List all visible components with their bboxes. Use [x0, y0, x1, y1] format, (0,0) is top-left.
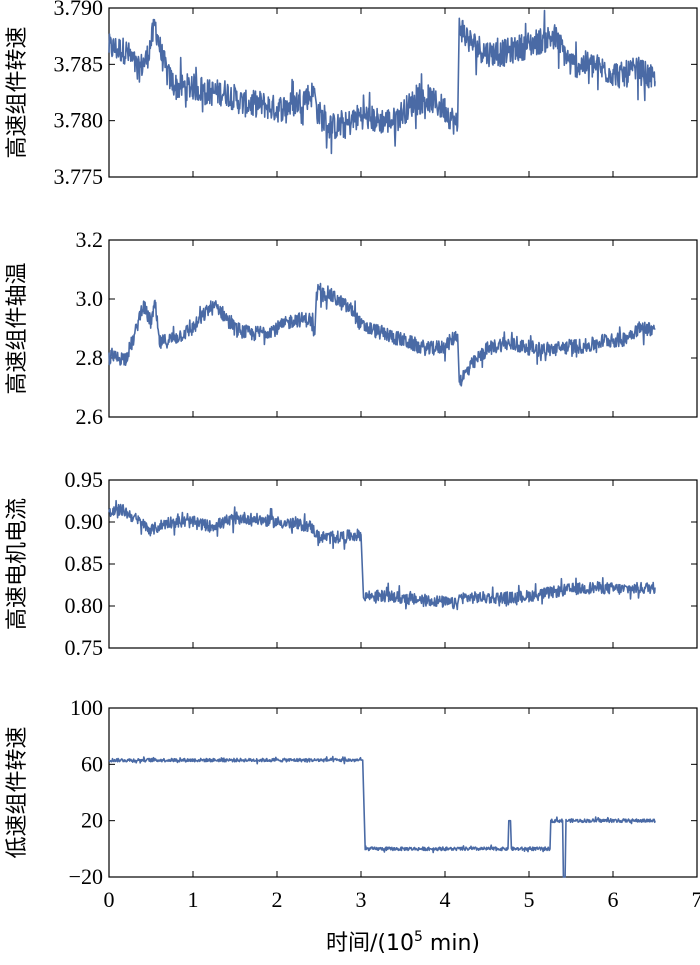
plot-frame	[109, 480, 697, 648]
y-tick-label: 3.780	[54, 108, 104, 133]
plot-frame	[109, 708, 697, 877]
x-axis-label-suffix: min)	[423, 931, 480, 956]
y-tick-label: 3.0	[76, 286, 104, 311]
x-tick-label: 2	[272, 887, 283, 912]
series-line-1	[109, 11, 655, 154]
y-axis-label: 高速组件转速	[5, 26, 30, 158]
y-tick-label: 0.85	[65, 551, 104, 576]
chart-panel-1: 3.790 3.785 3.780 3.775 高速组件转速	[5, 0, 697, 189]
x-axis-label-exponent: 5	[414, 929, 423, 945]
x-tick-label: 4	[440, 887, 451, 912]
series-line-4	[109, 757, 655, 877]
y-tick-label: 60	[81, 751, 103, 776]
chart-panel-2: 3.2 3.0 2.8 2.6 高速组件轴温	[5, 227, 697, 429]
y-tick-label: 0.75	[65, 635, 104, 660]
x-tick-label: 3	[356, 887, 367, 912]
y-axis-label: 低速组件转速	[5, 726, 30, 858]
series-line-2	[109, 284, 655, 386]
y-tick-label: 0.80	[65, 593, 104, 618]
y-tick-label: 100	[70, 695, 103, 720]
chart-panel-4: 100 60 20 −20 低速组件转速 0 1 2 3 4 5 6 7	[5, 695, 700, 912]
y-tick-label: −20	[69, 864, 103, 889]
chart-panel-3: 0.95 0.90 0.85 0.80 0.75 高速电机电流	[5, 467, 697, 660]
plot-frame	[109, 240, 697, 417]
x-tick-label: 6	[608, 887, 619, 912]
y-tick-label: 0.95	[65, 467, 104, 492]
x-tick-label: 5	[524, 887, 535, 912]
x-tick-label: 7	[692, 887, 700, 912]
y-axis-label: 高速电机电流	[5, 498, 30, 630]
y-tick-label: 2.8	[76, 345, 104, 370]
x-axis-label: 时间/(105 min)	[326, 929, 480, 956]
y-tick-label: 0.90	[65, 509, 104, 534]
x-axis-label-prefix: 时间/(10	[326, 931, 414, 956]
series-line-3	[109, 501, 655, 610]
y-tick-label: 20	[81, 808, 103, 833]
y-tick-label: 3.785	[54, 51, 104, 76]
x-tick-label: 0	[104, 887, 115, 912]
x-tick-label: 1	[188, 887, 199, 912]
y-tick-label: 3.790	[54, 0, 104, 20]
y-tick-label: 2.6	[76, 404, 104, 429]
y-tick-label: 3.775	[54, 164, 104, 189]
y-tick-label: 3.2	[76, 227, 104, 252]
y-axis-label: 高速组件轴温	[5, 262, 30, 394]
